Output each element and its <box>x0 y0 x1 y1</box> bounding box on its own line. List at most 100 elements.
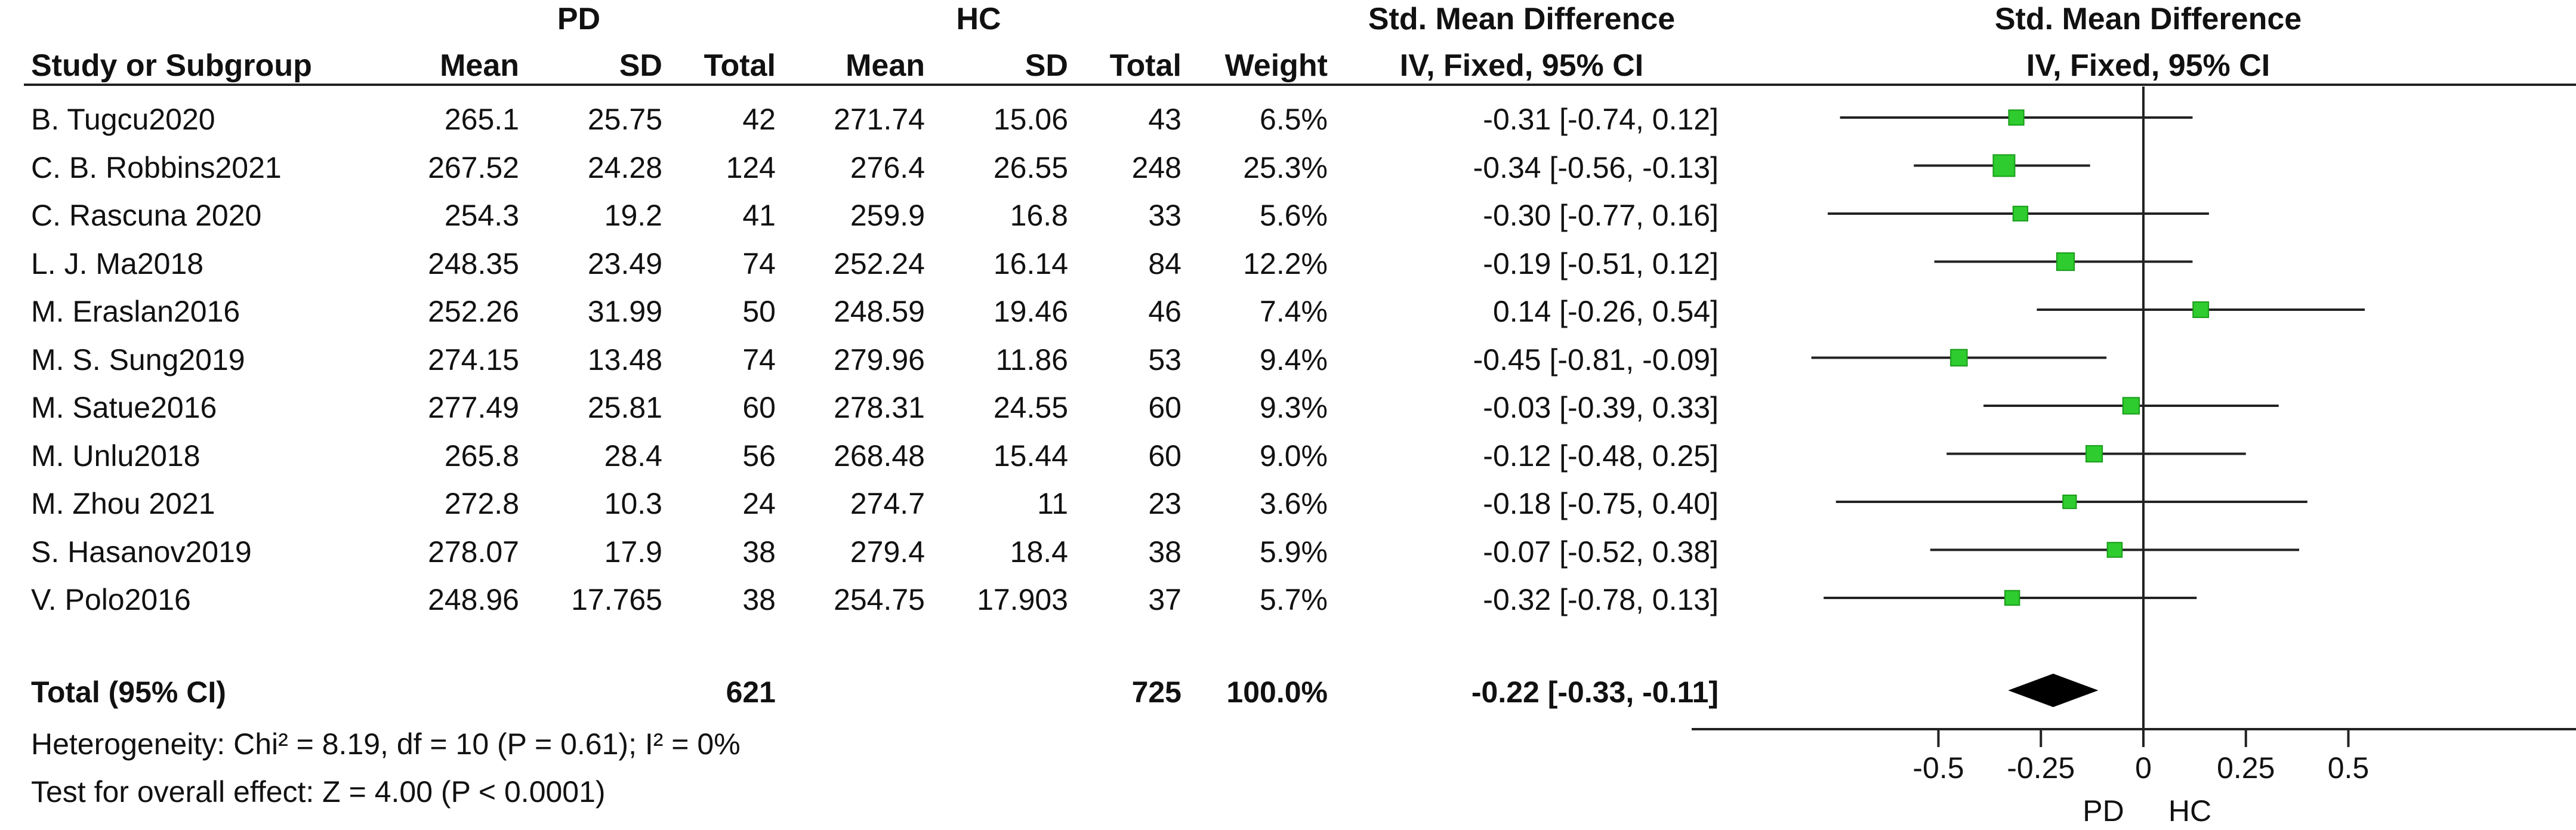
ci-value: -0.07 [-0.52, 0.38] <box>1483 535 1719 569</box>
weight-value: 5.7% <box>1260 583 1328 616</box>
mean2-value: 268.48 <box>834 439 925 473</box>
mean1-value: 265.1 <box>444 103 519 136</box>
sd1-value: 10.3 <box>604 487 662 520</box>
col-sd2-header: SD <box>1025 48 1068 83</box>
mean1-value: 274.15 <box>428 343 519 377</box>
total2-value: 23 <box>1148 487 1181 520</box>
sd2-value: 26.55 <box>993 151 1068 184</box>
weight-value: 12.2% <box>1243 247 1328 280</box>
weight-value: 7.4% <box>1260 295 1328 328</box>
mean2-value: 254.75 <box>834 583 925 616</box>
weight-value: 3.6% <box>1260 487 1328 520</box>
mean1-value: 248.35 <box>428 247 519 280</box>
effect-marker <box>2056 252 2075 271</box>
ci-value: -0.30 [-0.77, 0.16] <box>1483 199 1719 232</box>
effect-marker <box>2012 205 2029 222</box>
total1-value: 38 <box>742 583 776 616</box>
ci-value: -0.31 [-0.74, 0.12] <box>1483 103 1719 136</box>
effect-marker <box>1992 154 2016 177</box>
mean1-value: 254.3 <box>444 199 519 232</box>
weight-value: 6.5% <box>1260 103 1328 136</box>
total1-value: 41 <box>742 199 776 232</box>
overall-effect-diamond <box>2008 674 2099 707</box>
col-total2-header: Total <box>1109 48 1181 83</box>
study-name: C. B. Robbins2021 <box>31 151 282 184</box>
mean2-value: 271.74 <box>834 103 925 136</box>
mean2-value: 259.9 <box>850 199 925 232</box>
weight-value: 25.3% <box>1243 151 1328 184</box>
total2-value: 38 <box>1148 535 1181 569</box>
sd1-value: 31.99 <box>587 295 662 328</box>
x-tick-label: 0.25 <box>2217 751 2275 785</box>
mean2-value: 276.4 <box>850 151 925 184</box>
ci-value: -0.03 [-0.39, 0.33] <box>1483 391 1719 424</box>
sd1-value: 17.765 <box>571 583 662 616</box>
effect-marker <box>2062 494 2077 510</box>
total2-value: 60 <box>1148 391 1181 424</box>
ci-value: -0.34 [-0.56, -0.13] <box>1473 151 1719 184</box>
overall-effect-text: Test for overall effect: Z = 4.00 (P < 0… <box>31 775 606 809</box>
mean2-value: 252.24 <box>834 247 925 280</box>
effect-marker <box>2192 301 2210 318</box>
study-name: M. Zhou 2021 <box>31 487 215 520</box>
sd1-value: 23.49 <box>587 247 662 280</box>
sd2-value: 11 <box>1037 487 1068 520</box>
group1-header: PD <box>557 2 601 36</box>
total2-value: 46 <box>1148 295 1181 328</box>
sd1-value: 25.75 <box>587 103 662 136</box>
group2-header: HC <box>956 2 1001 36</box>
col-ci-header: IV, Fixed, 95% CI <box>1399 48 1644 83</box>
mean1-value: 265.8 <box>444 439 519 473</box>
study-name: M. S. Sung2019 <box>31 343 245 377</box>
sd1-value: 28.4 <box>604 439 662 473</box>
sd2-value: 16.8 <box>1010 199 1068 232</box>
effect-marker <box>2008 109 2025 126</box>
ci-value: -0.12 [-0.48, 0.25] <box>1483 439 1719 473</box>
smd-column-title: Std. Mean Difference <box>1368 2 1676 36</box>
study-name: S. Hasanov2019 <box>31 535 252 569</box>
total1-value: 38 <box>742 535 776 569</box>
sd2-value: 11.86 <box>995 343 1068 377</box>
header-divider <box>24 84 2576 86</box>
study-name: M. Eraslan2016 <box>31 295 240 328</box>
study-name: B. Tugcu2020 <box>31 103 215 136</box>
total2-value: 725 <box>1131 675 1181 709</box>
sd1-value: 25.81 <box>587 391 662 424</box>
col-mean1-header: Mean <box>440 48 519 83</box>
weight-value: 5.9% <box>1260 535 1328 569</box>
sd2-value: 17.903 <box>977 583 1068 616</box>
sd2-value: 16.14 <box>993 247 1068 280</box>
total1-value: 42 <box>742 103 776 136</box>
ci-value: -0.19 [-0.51, 0.12] <box>1483 247 1719 280</box>
study-name: M. Satue2016 <box>31 391 217 424</box>
mean1-value: 252.26 <box>428 295 519 328</box>
col-mean2-header: Mean <box>846 48 925 83</box>
total2-value: 37 <box>1148 583 1181 616</box>
mean2-value: 248.59 <box>834 295 925 328</box>
sd2-value: 15.06 <box>993 103 1068 136</box>
ci-value: -0.45 [-0.81, -0.09] <box>1473 343 1719 377</box>
total-ci-value: -0.22 [-0.33, -0.11] <box>1471 675 1719 709</box>
axis-label-left: PD <box>2083 794 2124 828</box>
sd2-value: 15.44 <box>993 439 1068 473</box>
study-name: V. Polo2016 <box>31 583 191 616</box>
sd1-value: 17.9 <box>604 535 662 569</box>
col-study-header: Study or Subgroup <box>31 48 312 83</box>
total1-value: 124 <box>726 151 776 184</box>
heterogeneity-text: Heterogeneity: Chi² = 8.19, df = 10 (P =… <box>31 727 741 761</box>
ci-value: -0.18 [-0.75, 0.40] <box>1483 487 1719 520</box>
total1-value: 74 <box>742 343 776 377</box>
total1-value: 621 <box>726 675 776 709</box>
total-label: Total (95% CI) <box>31 675 226 709</box>
total1-value: 56 <box>742 439 776 473</box>
total1-value: 74 <box>742 247 776 280</box>
sd2-value: 18.4 <box>1010 535 1068 569</box>
total2-value: 53 <box>1148 343 1181 377</box>
sd1-value: 19.2 <box>604 199 662 232</box>
x-tick-label: -0.5 <box>1912 751 1964 785</box>
x-tick-label: 0 <box>2135 751 2152 785</box>
plot-title: Std. Mean Difference <box>1994 2 2302 36</box>
total-weight-value: 100.0% <box>1226 675 1328 709</box>
sd1-value: 24.28 <box>587 151 662 184</box>
